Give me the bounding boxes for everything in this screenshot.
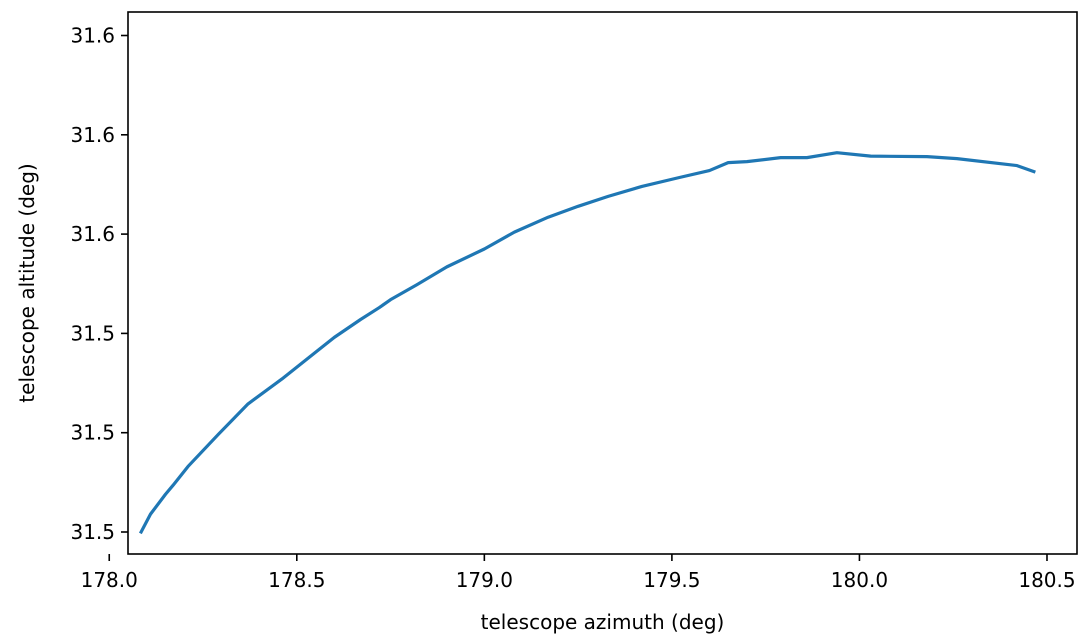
y-tick-label: 31.5 (70, 520, 115, 544)
x-axis-ticks: 178.0 178.5 179.0 179.5 180.0 180.5 (81, 554, 1076, 592)
series-line-0 (138, 151, 1036, 535)
y-tick-label: 31.5 (70, 321, 115, 345)
series-layer (138, 151, 1036, 535)
y-axis-label: telescope altitude (deg) (15, 163, 39, 402)
y-tick-label: 31.6 (70, 222, 115, 246)
x-tick-label: 178.5 (268, 568, 325, 592)
x-tick-label: 179.0 (456, 568, 513, 592)
x-tick-label: 180.5 (1018, 568, 1075, 592)
x-tick-label: 180.0 (831, 568, 888, 592)
plot-frame (127, 11, 1078, 555)
x-axis-label: telescope azimuth (deg) (481, 610, 725, 634)
x-tick-label: 179.5 (643, 568, 700, 592)
y-tick-label: 31.6 (70, 24, 115, 48)
axes (127, 11, 1078, 555)
y-tick-label: 31.6 (70, 123, 115, 147)
plot-area (128, 12, 1077, 554)
y-tick-label: 31.5 (70, 421, 115, 445)
x-tick-label: 178.0 (81, 568, 138, 592)
y-axis-ticks: 31.5 31.5 31.5 31.6 31.6 31.6 (70, 24, 128, 544)
